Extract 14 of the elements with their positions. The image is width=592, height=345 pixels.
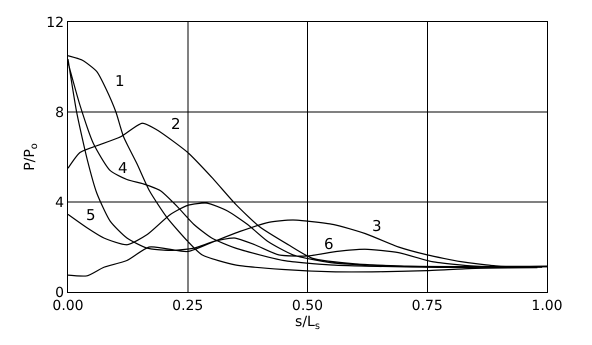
series-label: 3: [372, 217, 382, 235]
series-label: 6: [324, 235, 334, 253]
x-tick-label: 1.00: [531, 298, 563, 314]
y-tick-label: 8: [55, 104, 64, 121]
x-tick-label: 0.50: [292, 298, 324, 314]
series-label: 5: [86, 206, 96, 224]
x-tick-label: 0.25: [172, 298, 204, 314]
x-tick-label: 0.75: [412, 298, 443, 314]
series-label: 2: [171, 115, 181, 133]
x-axis-title: s/L$_{s}$: [295, 314, 320, 332]
series-label: 4: [118, 159, 128, 177]
y-tick-label: 4: [55, 194, 64, 211]
y-tick-label: 12: [46, 14, 64, 31]
series-label: 1: [115, 72, 125, 90]
